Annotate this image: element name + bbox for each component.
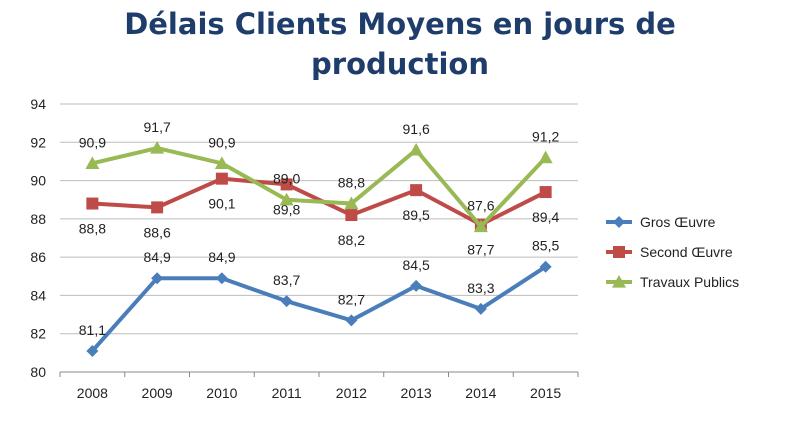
data-point	[86, 344, 99, 357]
data-label: 90,9	[208, 134, 235, 150]
legend-marker	[612, 275, 626, 288]
x-tick-label: 2009	[142, 385, 173, 401]
y-tick-label: 80	[30, 364, 46, 380]
data-label: 89,4	[532, 209, 559, 225]
data-point	[215, 272, 228, 285]
data-point	[279, 192, 294, 206]
data-point	[538, 150, 553, 164]
data-point	[86, 197, 99, 210]
data-label: 88,8	[338, 175, 365, 191]
data-point	[539, 186, 552, 199]
data-point	[410, 279, 423, 292]
legend-marker	[613, 246, 625, 258]
x-tick-label: 2014	[465, 385, 496, 401]
x-tick-label: 2015	[530, 385, 561, 401]
legend-label: Second Œuvre	[640, 244, 733, 260]
x-tick-label: 2011	[272, 385, 302, 401]
data-label: 84,9	[144, 249, 171, 265]
data-label: 88,8	[79, 221, 106, 237]
data-label: 87,7	[467, 242, 494, 258]
data-point	[410, 184, 423, 197]
data-label: 91,6	[403, 121, 430, 137]
chart-title-line2: production	[311, 47, 489, 81]
data-label: 87,6	[467, 198, 494, 214]
data-label: 89,5	[403, 207, 430, 223]
data-point	[345, 209, 358, 222]
y-tick-label: 88	[30, 211, 46, 227]
data-label: 83,3	[467, 280, 494, 296]
data-point	[85, 156, 100, 169]
data-label: 89,0	[273, 171, 300, 187]
x-tick-label: 2008	[77, 385, 108, 401]
data-point	[280, 295, 293, 308]
y-tick-label: 94	[30, 96, 46, 112]
data-label: 81,1	[79, 322, 106, 338]
data-point	[473, 219, 488, 233]
series-line	[90, 265, 547, 353]
series-line	[91, 146, 548, 229]
y-tick-label: 92	[30, 134, 46, 150]
data-point	[151, 201, 164, 214]
data-label: 84,5	[403, 257, 430, 273]
legend-label: Gros Œuvre	[640, 214, 716, 230]
y-tick-label: 90	[30, 173, 46, 189]
data-label: 88,2	[338, 232, 365, 248]
data-point	[214, 156, 229, 169]
data-point	[539, 260, 552, 273]
data-label: 83,7	[273, 272, 300, 288]
data-point	[474, 302, 487, 315]
chart-title-line1: Délais Clients Moyens en jours de	[124, 7, 676, 41]
y-tick-label: 84	[30, 287, 46, 303]
data-label: 88,6	[144, 224, 171, 240]
data-point	[215, 172, 228, 185]
x-tick-label: 2013	[401, 385, 432, 401]
data-point	[150, 141, 165, 154]
data-label: 91,2	[532, 129, 559, 145]
y-tick-label: 82	[30, 326, 46, 342]
data-label: 85,5	[532, 238, 559, 254]
data-label: 82,7	[338, 291, 365, 307]
data-label: 91,7	[144, 119, 171, 135]
data-point	[345, 314, 358, 327]
data-label: 90,9	[79, 134, 106, 150]
y-tick-label: 86	[30, 249, 46, 265]
data-point	[151, 272, 164, 285]
legend-label: Travaux Publics	[640, 274, 739, 290]
data-label: 84,9	[208, 249, 235, 265]
data-label: 89,8	[273, 201, 300, 217]
data-label: 90,1	[208, 196, 235, 212]
data-point	[409, 142, 424, 156]
data-point	[344, 196, 359, 210]
x-tick-label: 2012	[336, 385, 367, 401]
x-tick-label: 2010	[206, 385, 237, 401]
data-point	[280, 178, 293, 191]
legend-marker	[613, 216, 625, 228]
chart-title: Délais Clients Moyens en jours de produc…	[0, 4, 800, 84]
